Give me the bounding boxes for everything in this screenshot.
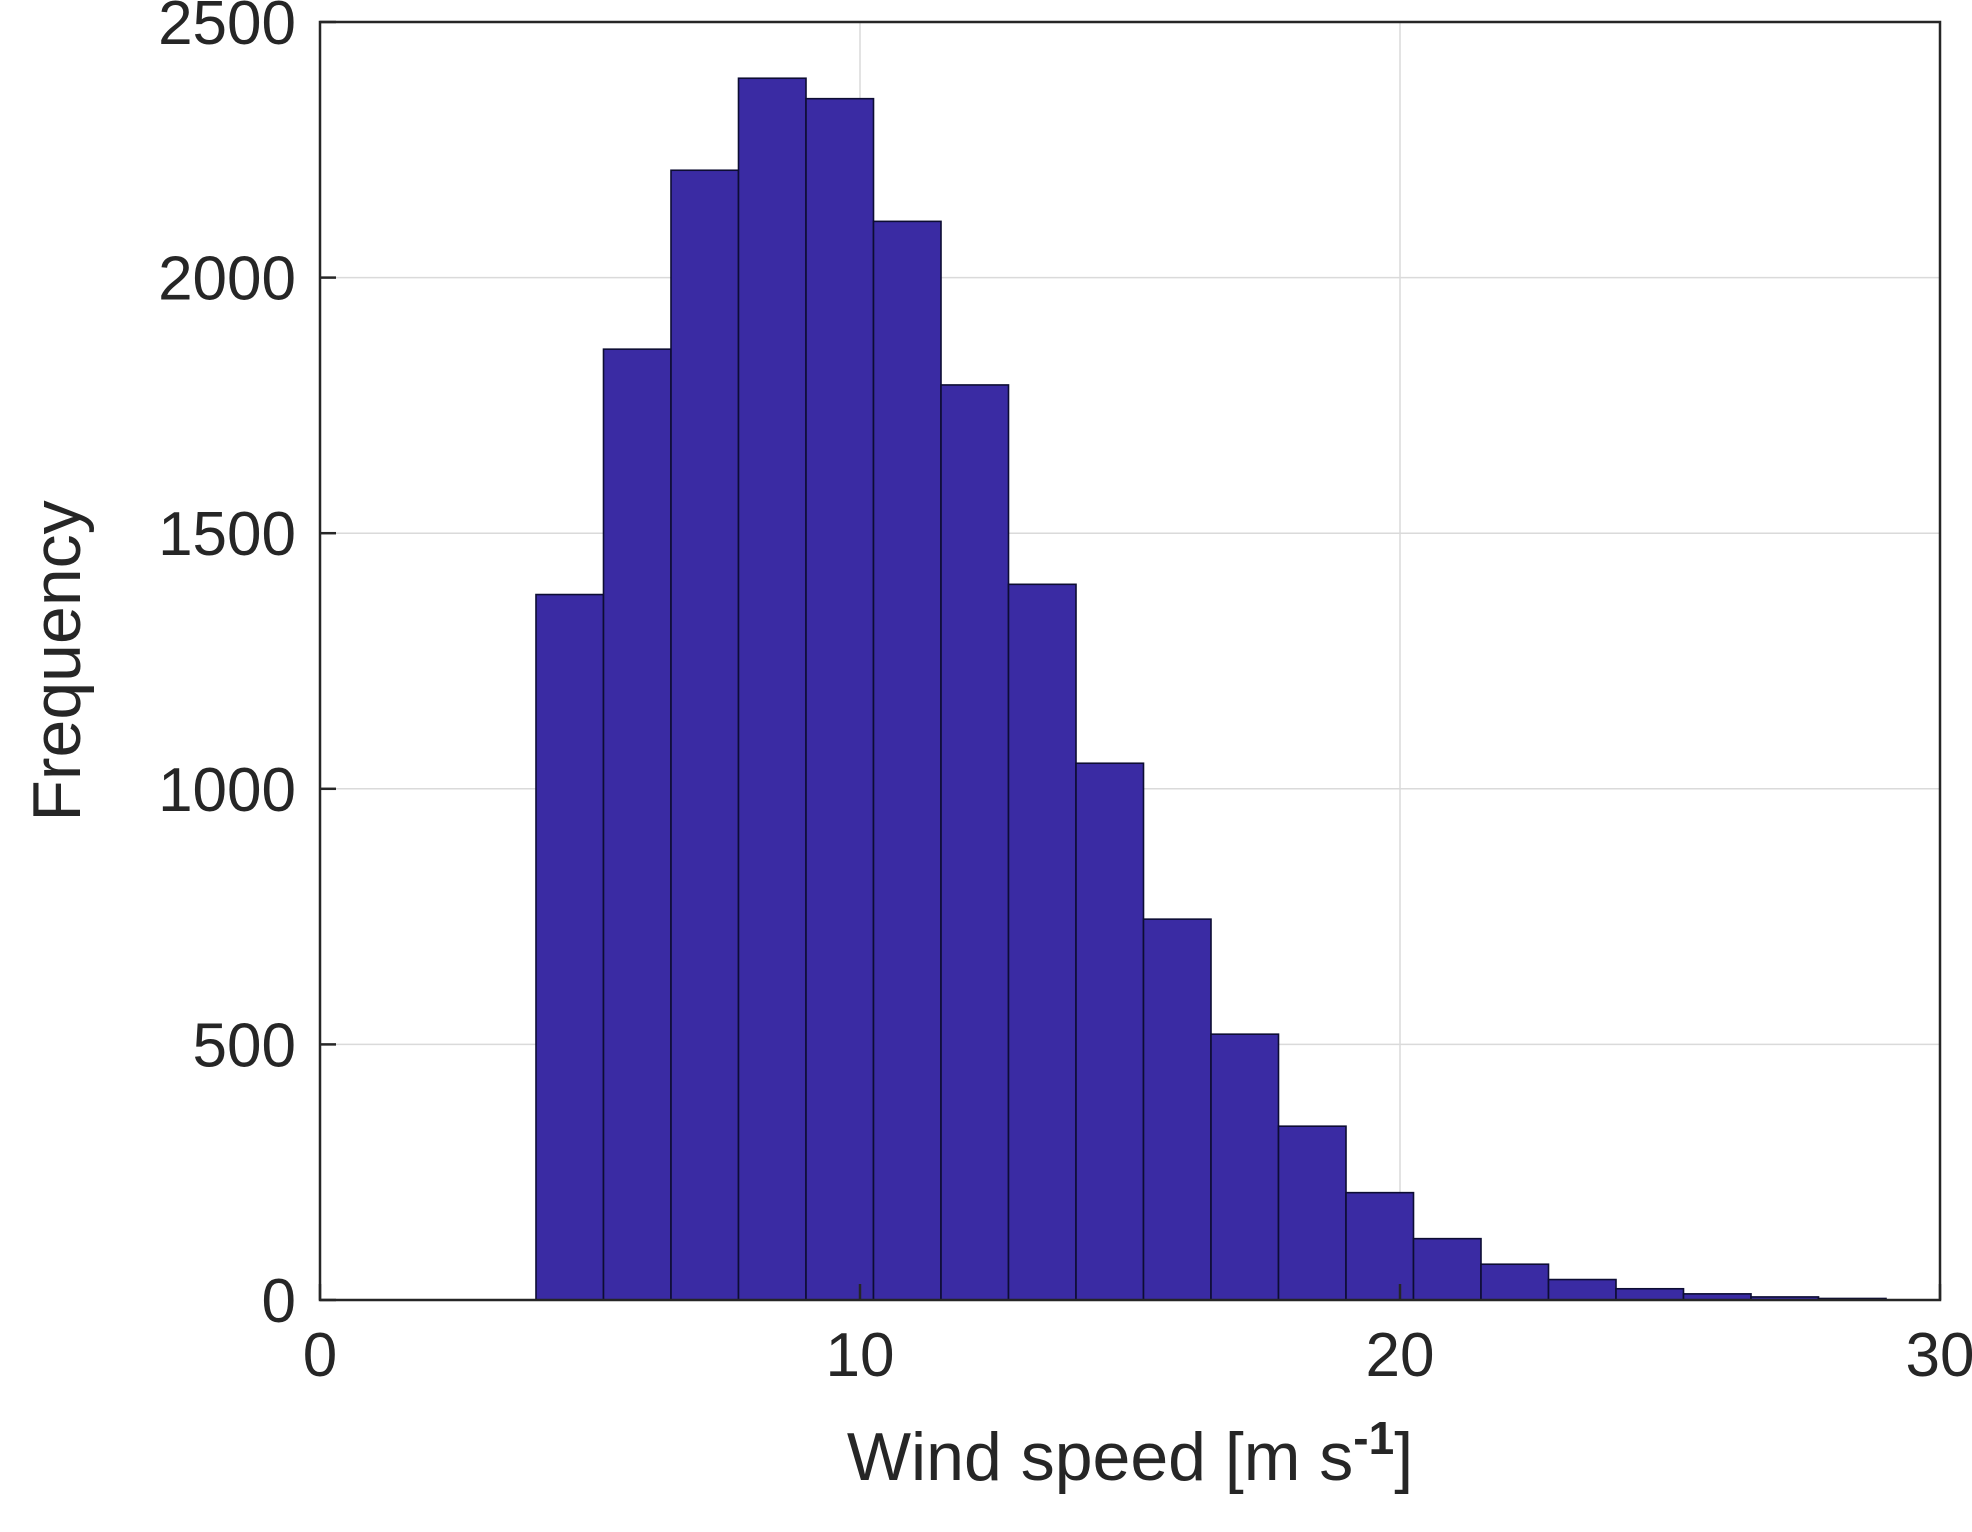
histogram-bars	[535, 77, 1887, 1301]
x-axis-label-superscript: -1	[1353, 1412, 1394, 1464]
x-tick-label: 30	[1906, 1321, 1972, 1390]
histogram-bar	[1277, 1125, 1347, 1301]
y-tick-label: 1500	[158, 500, 296, 569]
x-tick-label: 0	[303, 1321, 337, 1390]
histogram-bar	[1142, 918, 1212, 1301]
histogram-bar	[1412, 1237, 1482, 1301]
y-tick-label: 2000	[158, 245, 296, 314]
x-axis-label-main: Wind speed [m s	[847, 1419, 1353, 1495]
histogram-bar	[1007, 583, 1077, 1301]
x-axis-label-close: ]	[1394, 1419, 1413, 1495]
y-axis-label: Frequency	[19, 500, 95, 821]
axis-ticks: 0 10 20 30 0 500 1000 1500 2000 2500	[158, 0, 1972, 1390]
histogram-bar	[1210, 1033, 1280, 1301]
histogram-bar	[602, 348, 672, 1301]
y-tick-label: 0	[262, 1267, 296, 1336]
histogram-bar	[805, 97, 875, 1301]
axes-box	[318, 20, 1942, 1302]
histogram-bar	[737, 77, 807, 1301]
y-tick-label: 500	[193, 1011, 296, 1080]
histogram-bar	[1480, 1263, 1550, 1301]
x-tick-label: 10	[826, 1321, 895, 1390]
histogram-bar	[535, 593, 605, 1301]
x-tick-label: 20	[1366, 1321, 1435, 1390]
y-tick-label: 1000	[158, 756, 296, 825]
histogram-bar	[670, 169, 740, 1301]
histogram-bar	[872, 220, 942, 1301]
histogram-bar	[1547, 1278, 1617, 1301]
histogram-bar	[1345, 1191, 1415, 1301]
y-tick-label: 2500	[158, 0, 296, 58]
histogram-bar	[1075, 762, 1145, 1301]
histogram-bar	[940, 384, 1010, 1301]
x-axis-label: Wind speed [m s-1]	[847, 1412, 1413, 1495]
histogram-bar	[1615, 1287, 1685, 1301]
